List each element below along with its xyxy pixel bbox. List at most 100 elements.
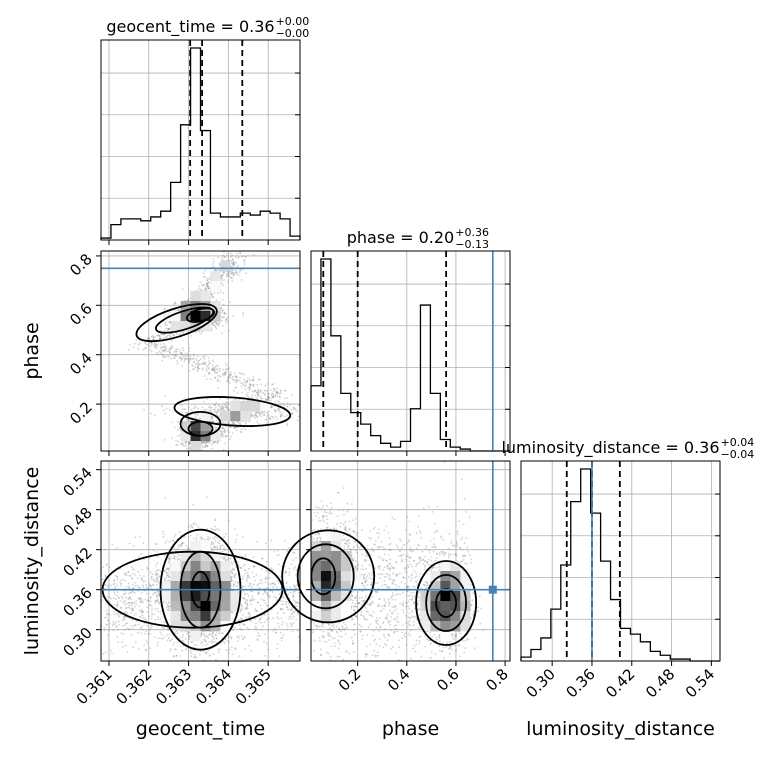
sample-point bbox=[185, 544, 188, 547]
sample-point bbox=[188, 347, 191, 349]
sample-point bbox=[164, 349, 167, 352]
sample-point bbox=[221, 316, 224, 319]
sample-point bbox=[273, 389, 276, 391]
sample-point bbox=[257, 389, 260, 392]
sample-point bbox=[178, 544, 180, 547]
sample-point bbox=[210, 293, 213, 296]
sample-point bbox=[214, 376, 217, 379]
sample-point bbox=[262, 391, 265, 394]
sample-point bbox=[202, 367, 205, 370]
sample-point bbox=[222, 272, 225, 274]
sample-point bbox=[286, 424, 289, 427]
sample-point bbox=[163, 346, 166, 348]
sample-point bbox=[234, 375, 237, 378]
sample-point bbox=[253, 389, 256, 392]
sample-point bbox=[162, 535, 165, 538]
sample-point bbox=[275, 415, 277, 418]
sample-point bbox=[221, 298, 224, 301]
sample-point bbox=[179, 655, 182, 657]
sample-point bbox=[272, 383, 275, 385]
sample-point bbox=[134, 342, 136, 345]
sample-point bbox=[150, 412, 152, 415]
sample-point bbox=[203, 276, 206, 279]
sample-point bbox=[215, 368, 218, 371]
title-lower-error: −0.00 bbox=[276, 27, 310, 40]
sample-point bbox=[206, 643, 209, 645]
sample-point bbox=[207, 441, 210, 444]
sample-point bbox=[161, 333, 164, 336]
sample-point bbox=[218, 632, 220, 635]
sample-point bbox=[128, 349, 130, 351]
sample-point bbox=[228, 367, 231, 370]
sample-point bbox=[223, 536, 226, 538]
sample-point bbox=[176, 362, 179, 365]
sample-point bbox=[219, 321, 222, 324]
sample-point bbox=[172, 644, 175, 646]
sample-point bbox=[173, 558, 176, 560]
sample-point bbox=[175, 348, 177, 351]
sample-point bbox=[190, 651, 193, 654]
sample-point bbox=[231, 254, 233, 257]
sample-point bbox=[195, 539, 198, 541]
sample-point bbox=[221, 632, 223, 634]
sample-point bbox=[227, 273, 230, 276]
sample-point bbox=[225, 321, 228, 324]
density-cell bbox=[240, 401, 251, 412]
sample-point bbox=[212, 547, 215, 549]
sample-point bbox=[204, 363, 207, 366]
sample-point bbox=[173, 334, 175, 337]
sample-point bbox=[224, 422, 227, 425]
sample-point bbox=[270, 404, 273, 407]
sample-point bbox=[218, 323, 220, 325]
sample-point bbox=[166, 354, 169, 357]
sample-point bbox=[220, 433, 223, 435]
sample-point bbox=[211, 296, 214, 299]
sample-point bbox=[171, 333, 174, 336]
sample-point bbox=[213, 367, 216, 370]
sample-point bbox=[241, 255, 244, 258]
sample-point bbox=[139, 536, 141, 538]
sample-point bbox=[216, 536, 218, 539]
sample-point bbox=[245, 382, 248, 384]
sample-point bbox=[256, 420, 258, 423]
sample-point bbox=[196, 366, 199, 369]
sample-point bbox=[247, 386, 249, 389]
sample-point bbox=[232, 271, 235, 274]
sample-point bbox=[203, 361, 205, 364]
sample-point bbox=[227, 320, 229, 323]
sample-point bbox=[161, 359, 164, 362]
sample-point bbox=[229, 272, 232, 275]
sample-point bbox=[220, 258, 223, 260]
sample-point bbox=[232, 273, 234, 276]
sample-point bbox=[204, 361, 207, 364]
sample-point bbox=[297, 404, 300, 407]
sample-point bbox=[165, 327, 168, 330]
sample-point bbox=[150, 343, 153, 346]
sample-point bbox=[226, 253, 228, 255]
sample-point bbox=[223, 429, 226, 432]
density-cell bbox=[210, 271, 221, 282]
sample-point bbox=[173, 357, 176, 359]
sample-point bbox=[263, 394, 266, 396]
sample-point bbox=[287, 405, 289, 408]
sample-point bbox=[242, 381, 245, 383]
sample-point bbox=[147, 587, 149, 589]
sample-point bbox=[152, 338, 155, 341]
sample-point bbox=[254, 628, 256, 630]
sample-point bbox=[156, 352, 158, 354]
sample-point bbox=[232, 260, 235, 263]
sample-point bbox=[228, 375, 231, 378]
sample-point bbox=[165, 336, 168, 339]
sample-point bbox=[200, 332, 202, 335]
sample-point bbox=[175, 353, 177, 356]
sample-point bbox=[226, 558, 229, 561]
density-cell bbox=[210, 281, 221, 292]
sample-point bbox=[154, 346, 157, 349]
sample-point bbox=[227, 652, 230, 655]
sample-point bbox=[193, 368, 196, 370]
sample-point bbox=[205, 283, 208, 285]
density-cell bbox=[200, 291, 211, 302]
sample-point bbox=[236, 534, 238, 536]
sample-point bbox=[236, 273, 239, 276]
sample-point bbox=[158, 334, 161, 337]
